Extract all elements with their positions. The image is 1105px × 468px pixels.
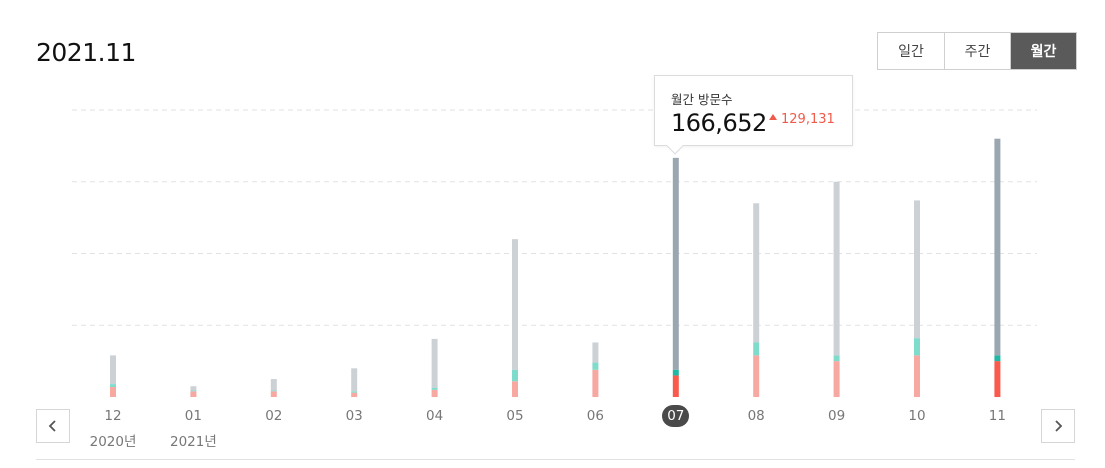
x-tick-label[interactable]: 08 xyxy=(747,408,765,424)
bar-segment-07-1[interactable] xyxy=(672,369,679,376)
bar-segment-06-0[interactable] xyxy=(592,369,599,397)
bar-segment-01-2[interactable] xyxy=(190,386,197,391)
tooltip-change-value: 129,131 xyxy=(781,112,835,127)
bar-segment-02-0[interactable] xyxy=(270,391,277,397)
bar-segment-03-2[interactable] xyxy=(351,368,358,392)
previous-button[interactable] xyxy=(36,409,70,443)
bar-segment-10-2[interactable] xyxy=(914,200,920,339)
x-tick-label[interactable]: 01 xyxy=(184,408,202,424)
bar-segment-06-1[interactable] xyxy=(592,362,599,370)
x-tick-label[interactable]: 05 xyxy=(506,408,524,424)
bar-segment-01-0[interactable] xyxy=(190,391,197,397)
bar-segment-12-0[interactable] xyxy=(110,386,116,397)
bar-segment-04-0[interactable] xyxy=(431,389,438,397)
x-tick-label[interactable]: 03 xyxy=(345,408,363,424)
bar-segment-03-1[interactable] xyxy=(351,391,358,393)
bar-segment-05-2[interactable] xyxy=(512,239,518,370)
monthly-button[interactable]: 월간 xyxy=(1010,33,1076,69)
bar-segment-11-2[interactable] xyxy=(994,138,1001,356)
bar-segment-03-0[interactable] xyxy=(351,392,358,397)
next-button[interactable] xyxy=(1041,409,1075,443)
x-tick-label[interactable]: 12 xyxy=(104,408,122,424)
selected-month-pill: 07 xyxy=(662,405,690,427)
bar-segment-04-1[interactable] xyxy=(431,387,438,390)
bar-segment-11-1[interactable] xyxy=(994,355,1001,362)
tooltip-change: 129,131 xyxy=(769,112,835,127)
x-tick-label[interactable]: 11 xyxy=(988,408,1006,424)
bar-segment-09-1[interactable] xyxy=(833,355,840,362)
x-tick-label[interactable]: 10 xyxy=(908,408,926,424)
page-title: 2021.11 xyxy=(36,38,136,67)
bar-segment-05-0[interactable] xyxy=(512,381,518,397)
up-arrow-icon xyxy=(769,114,777,120)
bar-segment-05-1[interactable] xyxy=(512,369,518,382)
chevron-left-icon xyxy=(48,420,56,432)
bar-segment-06-2[interactable] xyxy=(592,342,599,363)
bar-segment-08-2[interactable] xyxy=(753,203,760,343)
x-tick-label[interactable]: 07 xyxy=(656,405,696,427)
chart-grid xyxy=(72,109,1037,326)
bar-segment-02-2[interactable] xyxy=(270,379,277,391)
bar-segment-10-0[interactable] xyxy=(914,355,920,397)
x-tick-label[interactable]: 02 xyxy=(265,408,283,424)
bar-segment-02-1[interactable] xyxy=(270,390,277,392)
bar-segment-12-1[interactable] xyxy=(110,384,116,387)
chart-bars xyxy=(110,138,1001,397)
visits-tooltip: 월간 방문수 166,652 129,131 xyxy=(654,75,853,155)
chevron-right-icon xyxy=(1055,420,1063,432)
bar-segment-11-0[interactable] xyxy=(994,361,1001,397)
bar-segment-12-2[interactable] xyxy=(110,355,116,385)
bar-segment-08-1[interactable] xyxy=(753,342,760,356)
x-tick-label[interactable]: 06 xyxy=(586,408,604,424)
bar-segment-10-1[interactable] xyxy=(914,338,920,356)
tooltip-label: 월간 방문수 xyxy=(671,92,733,107)
bar-segment-09-2[interactable] xyxy=(833,181,840,356)
year-label: 2020년 xyxy=(89,434,137,450)
bar-segment-08-0[interactable] xyxy=(753,355,760,397)
x-tick-label[interactable]: 04 xyxy=(426,408,444,424)
bar-segment-07-0[interactable] xyxy=(672,375,679,397)
bar-segment-07-2[interactable] xyxy=(672,157,679,370)
bottom-divider xyxy=(36,459,1075,460)
period-toggle: 일간 주간 월간 xyxy=(877,32,1077,70)
year-label: 2021년 xyxy=(170,434,217,450)
bar-segment-09-0[interactable] xyxy=(833,361,840,397)
x-tick-label[interactable]: 09 xyxy=(828,408,846,424)
daily-button[interactable]: 일간 xyxy=(878,33,944,69)
bar-segment-04-2[interactable] xyxy=(431,338,438,388)
tooltip-value: 166,652 xyxy=(671,109,767,137)
bar-segment-01-1[interactable] xyxy=(190,390,197,392)
weekly-button[interactable]: 주간 xyxy=(944,33,1010,69)
